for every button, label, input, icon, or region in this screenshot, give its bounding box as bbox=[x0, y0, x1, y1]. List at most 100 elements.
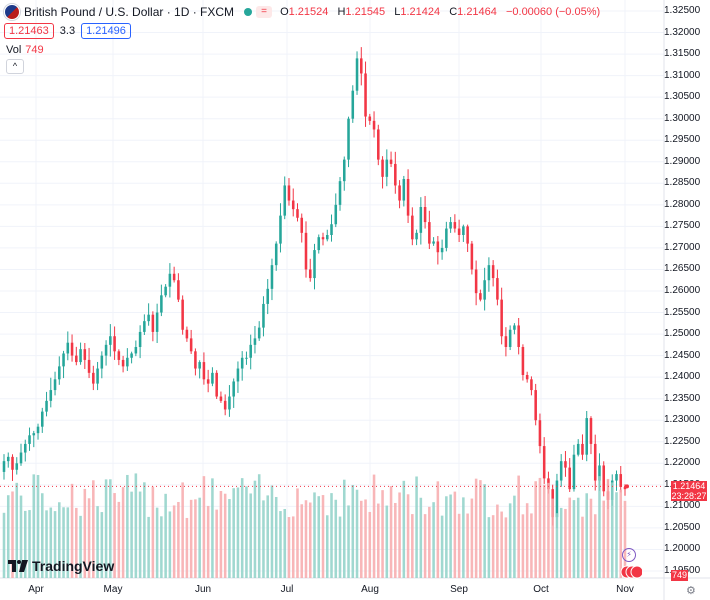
symbol-title[interactable]: British Pound / U.S. Dollar · 1D · FXCM bbox=[24, 5, 235, 19]
candle-body bbox=[487, 265, 491, 281]
price-tick-label: 1.28000 bbox=[664, 198, 701, 210]
volume-bar bbox=[185, 517, 189, 578]
candle-body bbox=[440, 247, 444, 253]
volume-bar bbox=[547, 482, 550, 578]
candle-body bbox=[79, 349, 82, 363]
candle-body bbox=[338, 181, 342, 205]
volume-bar bbox=[194, 499, 197, 578]
gear-icon[interactable]: ⚙ bbox=[686, 585, 696, 597]
volume-bar bbox=[330, 493, 333, 578]
volume-bar bbox=[130, 491, 133, 578]
price-tick-label: 1.31000 bbox=[664, 69, 701, 81]
candle-body bbox=[372, 120, 376, 130]
volume-bar bbox=[11, 491, 14, 578]
volume-bar bbox=[623, 500, 627, 578]
candle-body bbox=[138, 331, 142, 347]
candle-body bbox=[66, 342, 70, 354]
candle-body bbox=[92, 372, 95, 384]
volume-bar bbox=[462, 497, 465, 578]
economic-events-icon[interactable] bbox=[620, 565, 642, 579]
buy-button[interactable]: 1.21496 bbox=[81, 23, 131, 39]
tradingview-logo[interactable]: TradingView bbox=[8, 558, 114, 574]
volume-bar bbox=[534, 481, 537, 578]
volume-bar bbox=[270, 485, 274, 578]
candle-body bbox=[75, 355, 78, 363]
volume-legend[interactable]: Vol 749 bbox=[6, 44, 44, 56]
candle-body bbox=[177, 280, 180, 300]
candle-body bbox=[15, 463, 19, 470]
candle-body bbox=[41, 411, 44, 427]
candle-body bbox=[474, 269, 478, 294]
candle-body bbox=[87, 359, 91, 373]
volume-bar bbox=[521, 514, 525, 578]
candle-body bbox=[521, 347, 525, 375]
candle-body bbox=[308, 269, 312, 279]
volume-bar bbox=[347, 505, 350, 578]
volume-bar bbox=[402, 480, 406, 578]
candle-body bbox=[355, 58, 359, 91]
price-tick-label: 1.23500 bbox=[664, 392, 701, 404]
volume-bar bbox=[45, 510, 48, 578]
candle-body bbox=[576, 443, 580, 455]
market-status-icon bbox=[244, 8, 253, 16]
candle-body bbox=[559, 461, 563, 481]
volume-bar bbox=[428, 506, 431, 578]
candle-body bbox=[585, 418, 588, 455]
time-tick-label: Oct bbox=[533, 584, 549, 595]
volume-bar bbox=[483, 484, 486, 578]
tradingview-logo-icon bbox=[8, 560, 28, 572]
candle-body bbox=[304, 232, 308, 270]
candle-body bbox=[23, 443, 27, 453]
volume-bar bbox=[381, 490, 384, 578]
price-tick-label: 1.23000 bbox=[664, 414, 701, 426]
volume-bar bbox=[338, 516, 342, 578]
volume-bar bbox=[593, 514, 597, 578]
candle-body bbox=[334, 204, 338, 225]
symbol-header[interactable]: British Pound / U.S. Dollar · 1D · FXCM … bbox=[4, 4, 606, 20]
candle-body bbox=[394, 163, 397, 186]
volume-bar bbox=[296, 488, 299, 578]
time-tick-label: Apr bbox=[28, 584, 44, 595]
volume-bar bbox=[143, 482, 146, 578]
volume-bar bbox=[53, 511, 57, 578]
volume-bar bbox=[304, 500, 308, 578]
candle-body bbox=[419, 207, 423, 233]
collapse-legend-button[interactable]: ^ bbox=[6, 59, 24, 74]
volume-bar bbox=[559, 507, 563, 578]
volume-bar bbox=[504, 517, 508, 578]
volume-bar bbox=[211, 478, 214, 578]
candle-body bbox=[406, 179, 410, 216]
candle-body bbox=[504, 336, 508, 347]
volume-bar bbox=[228, 499, 231, 578]
candle-body bbox=[457, 228, 461, 235]
volume-bar bbox=[177, 501, 180, 578]
volume-bar bbox=[606, 478, 610, 578]
candle-body bbox=[211, 372, 214, 384]
candle-body bbox=[100, 355, 104, 369]
volume-bar bbox=[249, 493, 252, 578]
volume-bar bbox=[75, 507, 78, 578]
candle-body bbox=[538, 420, 542, 447]
candle-body bbox=[589, 418, 593, 444]
volume-bar bbox=[279, 511, 282, 578]
compare-chip[interactable]: = bbox=[256, 6, 273, 18]
volume-bar bbox=[70, 483, 74, 578]
candle-body bbox=[249, 344, 252, 358]
candle-body bbox=[274, 243, 278, 266]
price-tick-label: 1.31500 bbox=[664, 48, 701, 60]
volume-bar bbox=[517, 475, 520, 578]
candle-body bbox=[513, 325, 516, 330]
volume-bar bbox=[479, 480, 482, 578]
sell-button[interactable]: 1.21463 bbox=[4, 23, 54, 39]
volume-bar bbox=[440, 515, 444, 578]
candle-body bbox=[202, 362, 206, 380]
volume-bar bbox=[342, 479, 346, 578]
candle-body bbox=[253, 338, 257, 345]
volume-bar bbox=[581, 516, 584, 578]
candle-body bbox=[19, 452, 23, 464]
candle-body bbox=[402, 179, 406, 201]
volume-bar bbox=[538, 477, 542, 578]
lightning-icon[interactable]: ⚡ bbox=[622, 548, 636, 562]
volume-bar bbox=[257, 474, 261, 578]
